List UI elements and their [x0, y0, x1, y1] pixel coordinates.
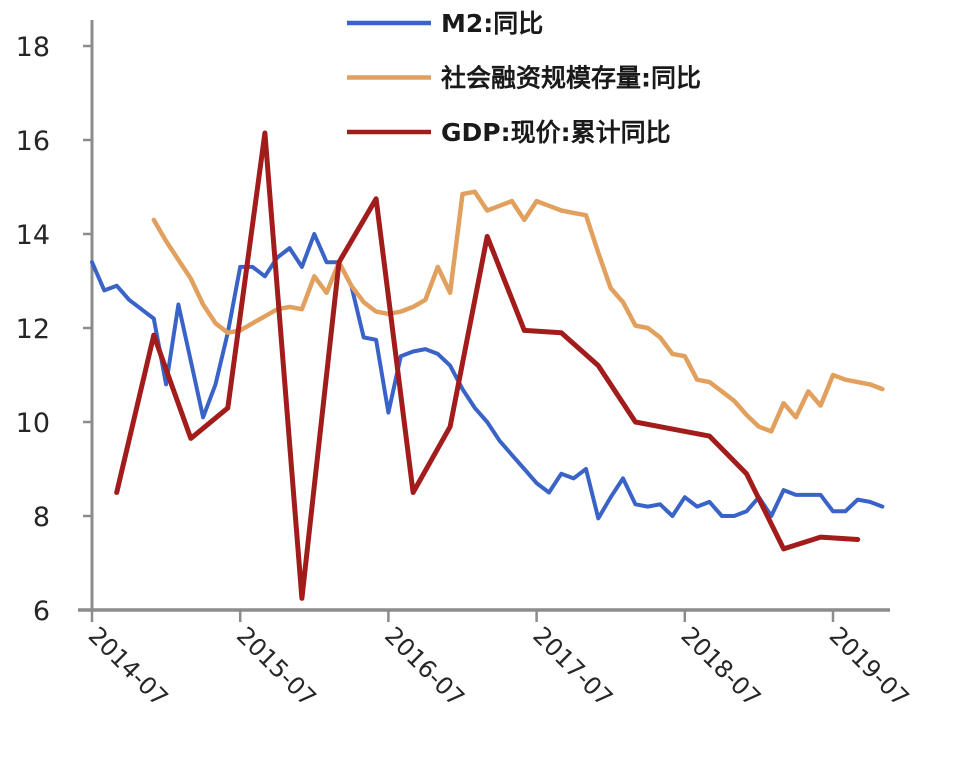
y-tick-label: 8 [33, 502, 50, 533]
x-tick-label: 2017-07 [527, 621, 618, 712]
legend-label-gdp: GDP:现价:累计同比 [441, 118, 671, 147]
y-tick-label: 14 [16, 220, 50, 251]
x-tick-label: 2014-07 [83, 621, 174, 712]
series-line-m2 [90, 232, 885, 521]
y-tick-label: 12 [16, 314, 50, 345]
legend-label-tsf: 社会融资规模存量:同比 [441, 64, 701, 93]
x-tick-label: 2018-07 [676, 621, 767, 712]
y-tick-label: 18 [16, 32, 50, 63]
y-tick-label: 6 [33, 596, 50, 627]
x-tick-label: 2016-07 [379, 621, 470, 712]
series-line-tsf [151, 189, 885, 434]
y-tick-label: 16 [16, 126, 50, 157]
series-line-gdp [114, 130, 861, 601]
x-tick-label: 2015-07 [231, 621, 322, 712]
x-tick-label: 2019-07 [824, 621, 915, 712]
legend-label-m2: M2:同比 [441, 9, 543, 38]
y-tick-label: 10 [16, 408, 50, 439]
